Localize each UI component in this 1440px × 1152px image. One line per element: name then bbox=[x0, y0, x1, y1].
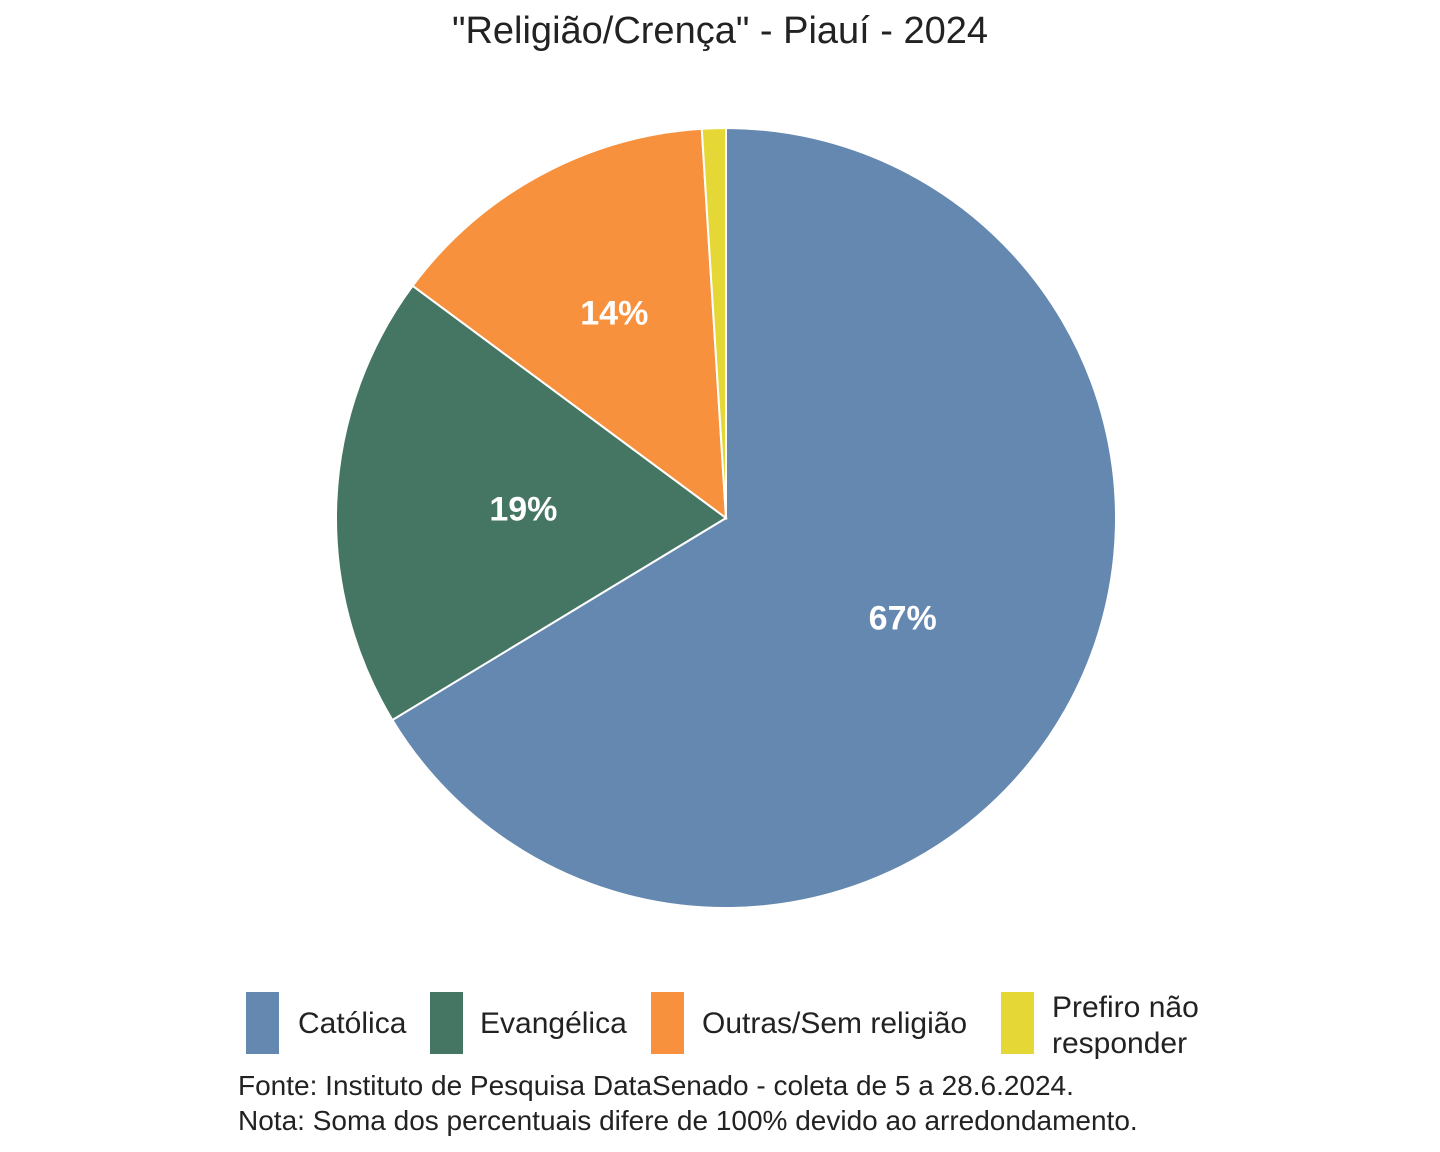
pie-chart: 67% 19% 14% bbox=[335, 126, 1117, 909]
legend-label-prefiro-line1: Prefiro não bbox=[1052, 991, 1199, 1024]
legend-label-prefiro: Prefiro não responder bbox=[1052, 990, 1199, 1062]
chart-title: "Religião/Crença" - Piauí - 2024 bbox=[451, 10, 989, 52]
pie-label-evang-lica: 19% bbox=[489, 491, 557, 529]
source-note: Fonte: Instituto de Pesquisa DataSenado … bbox=[238, 1070, 1074, 1101]
pie-slice-evang-lica bbox=[335, 284, 728, 722]
pie-label-cat-lica: 67% bbox=[869, 600, 937, 638]
pie-slice-cat-lica bbox=[390, 126, 1117, 909]
legend-swatch-prefiro bbox=[1001, 992, 1034, 1054]
rounding-note: Nota: Soma dos percentuais difere de 100… bbox=[238, 1105, 1138, 1136]
legend-swatch-outras bbox=[651, 992, 684, 1054]
pie-slice-prefiro-n-o-responder bbox=[700, 126, 727, 519]
legend-label-evangelica: Evangélica bbox=[480, 1007, 627, 1040]
pie-slice-outras-sem-religi-o bbox=[411, 127, 728, 521]
legend-swatch-catolica bbox=[246, 992, 279, 1054]
legend-label-catolica: Católica bbox=[298, 1007, 407, 1040]
legend-swatch-evangelica bbox=[430, 992, 463, 1054]
pie-label-outras-sem-religi-o: 14% bbox=[580, 294, 648, 332]
legend-label-outras: Outras/Sem religião bbox=[702, 1007, 968, 1040]
chart-notes: Fonte: Instituto de Pesquisa DataSenado … bbox=[238, 1068, 1138, 1138]
legend-label-prefiro-line2: responder bbox=[1052, 1027, 1188, 1060]
